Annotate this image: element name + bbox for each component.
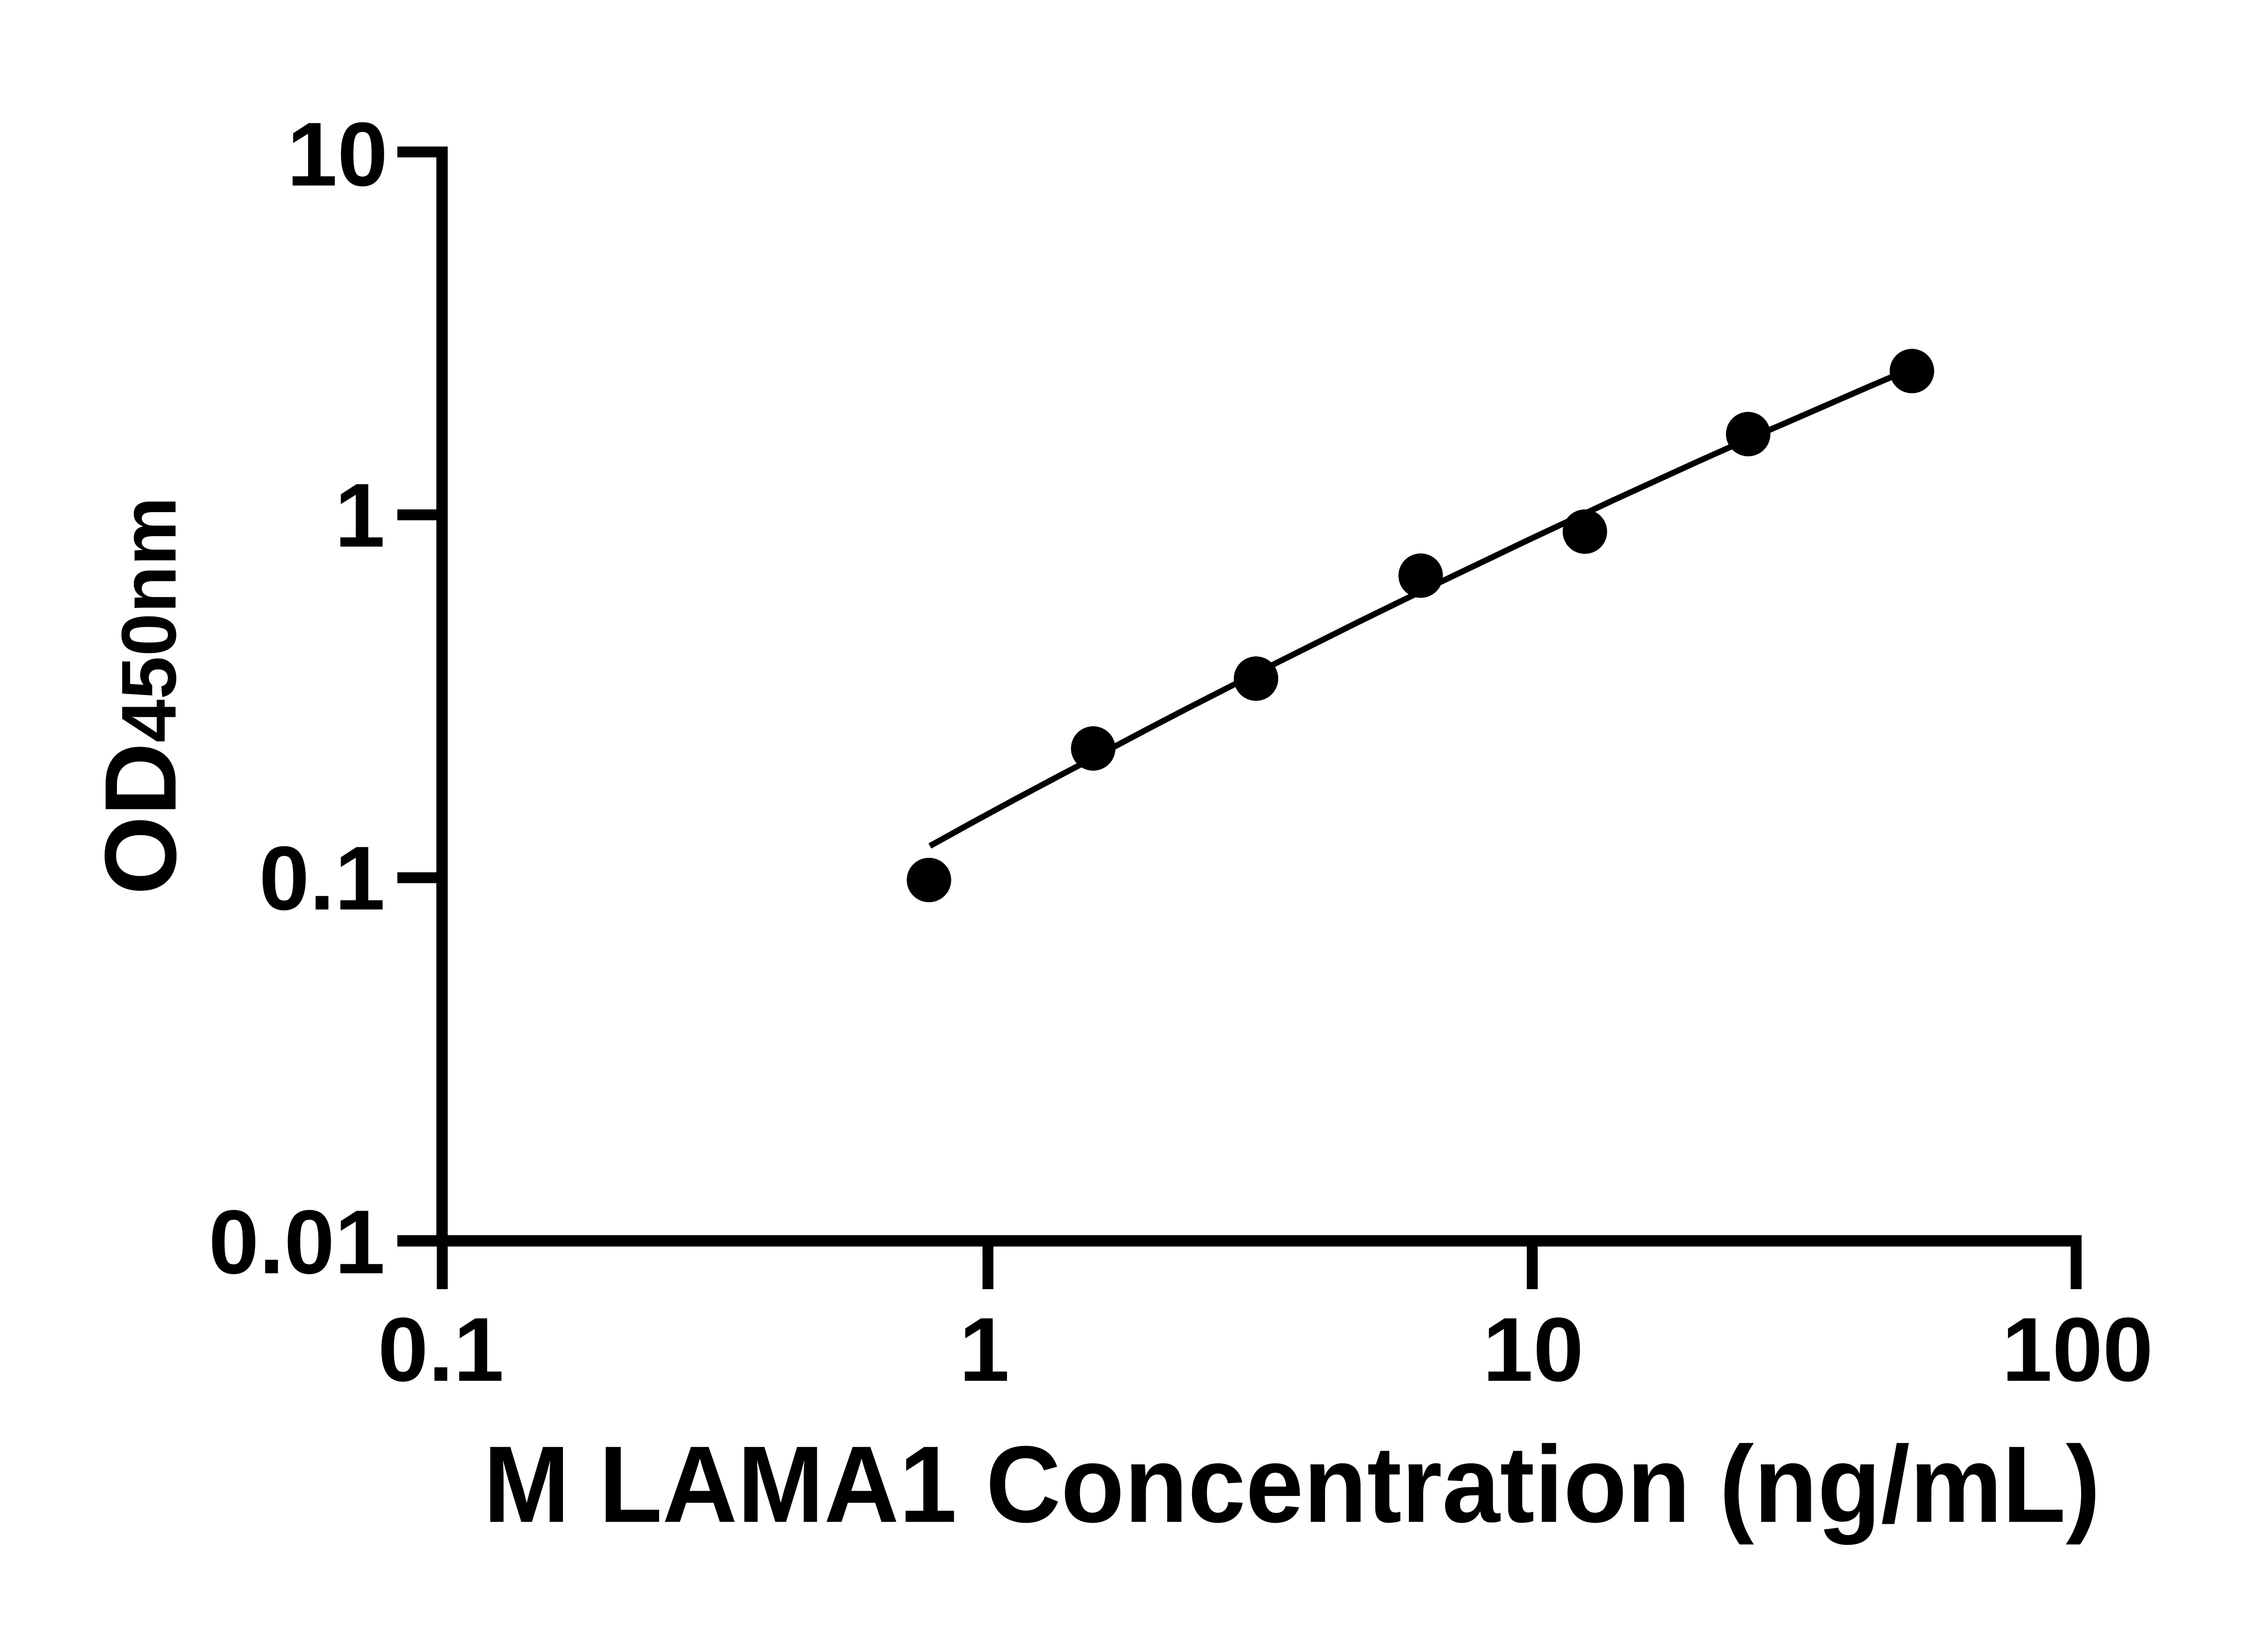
svg-text:OD450nm: OD450nm <box>84 497 197 895</box>
svg-text:0.1: 0.1 <box>259 828 385 929</box>
svg-text:M LAMA1 Concentration (ng/mL): M LAMA1 Concentration (ng/mL) <box>484 1423 2101 1545</box>
svg-text:1: 1 <box>959 1299 1009 1400</box>
svg-text:0.01: 0.01 <box>209 1192 385 1293</box>
svg-text:100: 100 <box>2002 1299 2153 1400</box>
svg-text:10: 10 <box>1483 1299 1584 1400</box>
svg-text:10: 10 <box>287 104 388 205</box>
svg-text:1: 1 <box>335 465 385 566</box>
svg-text:0.1: 0.1 <box>378 1299 504 1400</box>
